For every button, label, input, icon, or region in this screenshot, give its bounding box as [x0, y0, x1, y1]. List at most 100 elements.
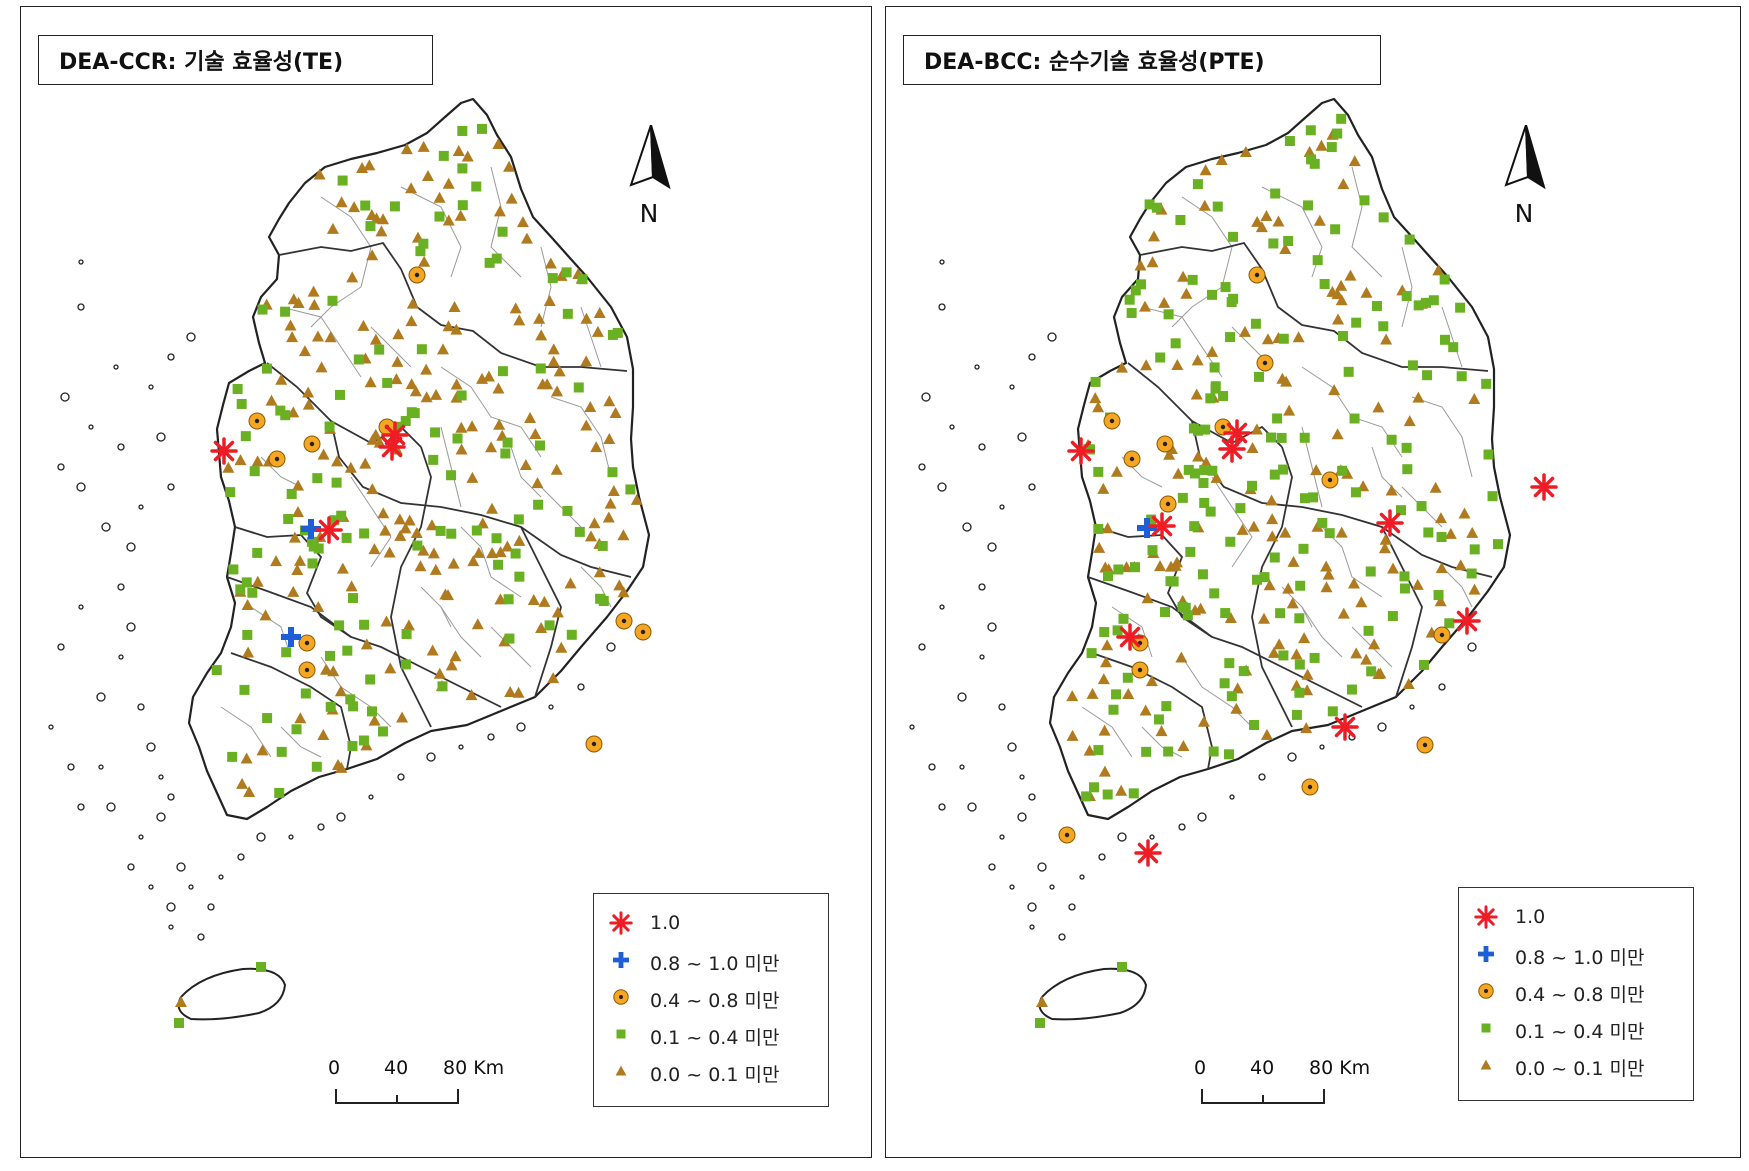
map-marker-eff-01-04 [286, 488, 297, 499]
map-marker-eff-00-01 [1236, 523, 1249, 535]
map-marker-eff-01-04 [1337, 465, 1348, 476]
map-marker-eff-00-01 [1093, 541, 1106, 553]
map-marker-eff-00-01 [1313, 214, 1326, 226]
map-marker-eff-04-08 [1131, 661, 1149, 679]
legend-item: 0.8 ~ 1.0 미만 [1459, 939, 1693, 969]
map-marker-eff-00-01 [455, 421, 468, 433]
map-marker-eff-01-04 [1423, 527, 1434, 538]
map-panel-bcc: DEA-BCC: 순수기술 효율성(PTE) N 0 40 80 Km 1.0 0… [885, 6, 1741, 1158]
map-marker-eff-01-04 [1238, 666, 1249, 677]
map-marker [256, 962, 266, 972]
map-marker-eff-00-01 [1290, 648, 1303, 660]
map-marker-eff-00-01 [366, 483, 379, 495]
map-marker-eff-01-04 [348, 593, 359, 604]
map-marker-eff-08-10 [281, 627, 301, 647]
map-marker-eff-00-01 [1239, 146, 1252, 158]
map-marker-eff-01-04 [1122, 672, 1133, 683]
map-marker-eff-00-01 [1100, 656, 1113, 668]
map-marker-eff-01-04 [428, 454, 439, 465]
map-marker-eff-01-04 [1199, 464, 1210, 475]
north-arrow-icon: N [1494, 124, 1554, 235]
map-marker-eff-01-04 [334, 620, 345, 631]
map-marker-eff-01-04 [1399, 571, 1410, 582]
map-marker-eff-00-01 [308, 298, 321, 310]
legend-label: 0.8 ~ 1.0 미만 [1515, 947, 1645, 969]
scale-tick-80: 80 Km [443, 1057, 505, 1079]
map-marker-eff-00-01 [590, 441, 603, 453]
map-marker-eff-00-01 [399, 522, 412, 534]
map-marker-eff-00-01 [603, 395, 616, 407]
map-marker-eff-00-01 [1372, 401, 1385, 413]
map-marker-eff-00-01 [348, 201, 361, 213]
map-marker-eff-01-04 [377, 726, 388, 737]
map-marker-eff-01-04 [1197, 569, 1208, 580]
map-marker-eff-00-01 [1282, 582, 1295, 594]
map-marker-eff-01-04 [1269, 552, 1280, 563]
map-marker-eff-01-04 [1259, 572, 1270, 583]
legend-label: 1.0 [1515, 906, 1546, 928]
map-marker-eff-00-01 [243, 785, 256, 797]
map-marker-eff-00-01 [1198, 199, 1211, 211]
map-marker-eff-00-01 [291, 564, 304, 576]
map-marker-eff-00-01 [493, 418, 506, 430]
map-marker-eff-00-01 [327, 665, 340, 677]
map-marker-eff-01-04 [1466, 568, 1477, 579]
map-marker-eff-01-04 [325, 650, 336, 661]
map-marker-eff-00-01 [493, 205, 506, 217]
map-marker-eff-00-01 [1435, 562, 1448, 574]
map-marker-eff-00-01 [1303, 145, 1316, 157]
map-marker-eff-01-04 [1359, 195, 1370, 206]
map-marker-eff-00-01 [332, 758, 345, 770]
map-marker-eff-00-01 [501, 540, 514, 552]
legend-item: 0.4 ~ 0.8 미만 [594, 982, 828, 1012]
map-marker-eff-00-01 [442, 320, 455, 332]
map-marker-eff-00-01 [317, 729, 330, 741]
map-marker-eff-04-08 [1321, 471, 1339, 489]
map-marker-eff-00-01 [1374, 667, 1387, 679]
map-marker-eff-00-01 [1266, 513, 1279, 525]
map-marker-eff-00-01 [455, 443, 468, 455]
map-marker-eff-00-01 [1279, 526, 1292, 538]
map-marker-eff-00-01 [324, 331, 337, 343]
map-marker-eff-00-01 [547, 672, 560, 684]
map-marker-eff-01-04 [324, 421, 335, 432]
map-marker-eff-1-0 [378, 433, 406, 461]
map-marker-eff-00-01 [524, 411, 537, 423]
map-marker [174, 1018, 184, 1028]
map-marker-eff-01-04 [1093, 523, 1104, 534]
map-marker-eff-01-04 [1481, 378, 1492, 389]
map-marker-eff-00-01 [547, 343, 560, 355]
map-marker-eff-00-01 [392, 328, 405, 340]
map-marker-eff-00-01 [1134, 259, 1147, 271]
map-marker-eff-01-04 [612, 327, 623, 338]
map-marker-eff-00-01 [287, 406, 300, 418]
north-label: N [1514, 199, 1534, 228]
map-marker-eff-00-01 [580, 312, 593, 324]
map-marker-eff-01-04 [1253, 371, 1264, 382]
map-marker-eff-00-01 [529, 427, 542, 439]
map-marker-eff-1-0 [1331, 713, 1359, 741]
map-marker-eff-00-01 [492, 138, 505, 150]
map-marker-eff-00-01 [1250, 423, 1263, 435]
map-marker-eff-00-01 [377, 507, 390, 519]
legend-label: 0.4 ~ 0.8 미만 [1515, 984, 1645, 1006]
map-marker-eff-00-01 [294, 712, 307, 724]
map-marker-eff-04-08 [1248, 266, 1266, 284]
map-marker-eff-00-01 [512, 686, 525, 698]
map-marker-eff-08-10 [1137, 518, 1157, 538]
map-marker-eff-04-08 [1416, 736, 1434, 754]
map-marker-eff-01-04 [625, 484, 636, 495]
map-marker-eff-01-04 [1219, 678, 1230, 689]
map-marker-eff-01-04 [1209, 588, 1220, 599]
map-marker-eff-01-04 [1332, 128, 1343, 139]
scale-tick-0: 0 [1194, 1057, 1207, 1079]
legend-item: 0.4 ~ 0.8 미만 [1459, 976, 1693, 1006]
map-marker-eff-00-01 [402, 619, 415, 631]
legend-label: 0.4 ~ 0.8 미만 [650, 990, 780, 1012]
map-marker-eff-00-01 [527, 593, 540, 605]
map-marker-eff-00-01 [1379, 533, 1392, 545]
map-marker-eff-00-01 [331, 455, 344, 467]
map-marker-eff-00-01 [240, 752, 253, 764]
map-marker-eff-01-04 [562, 505, 573, 516]
map-marker-eff-00-01 [410, 526, 423, 538]
